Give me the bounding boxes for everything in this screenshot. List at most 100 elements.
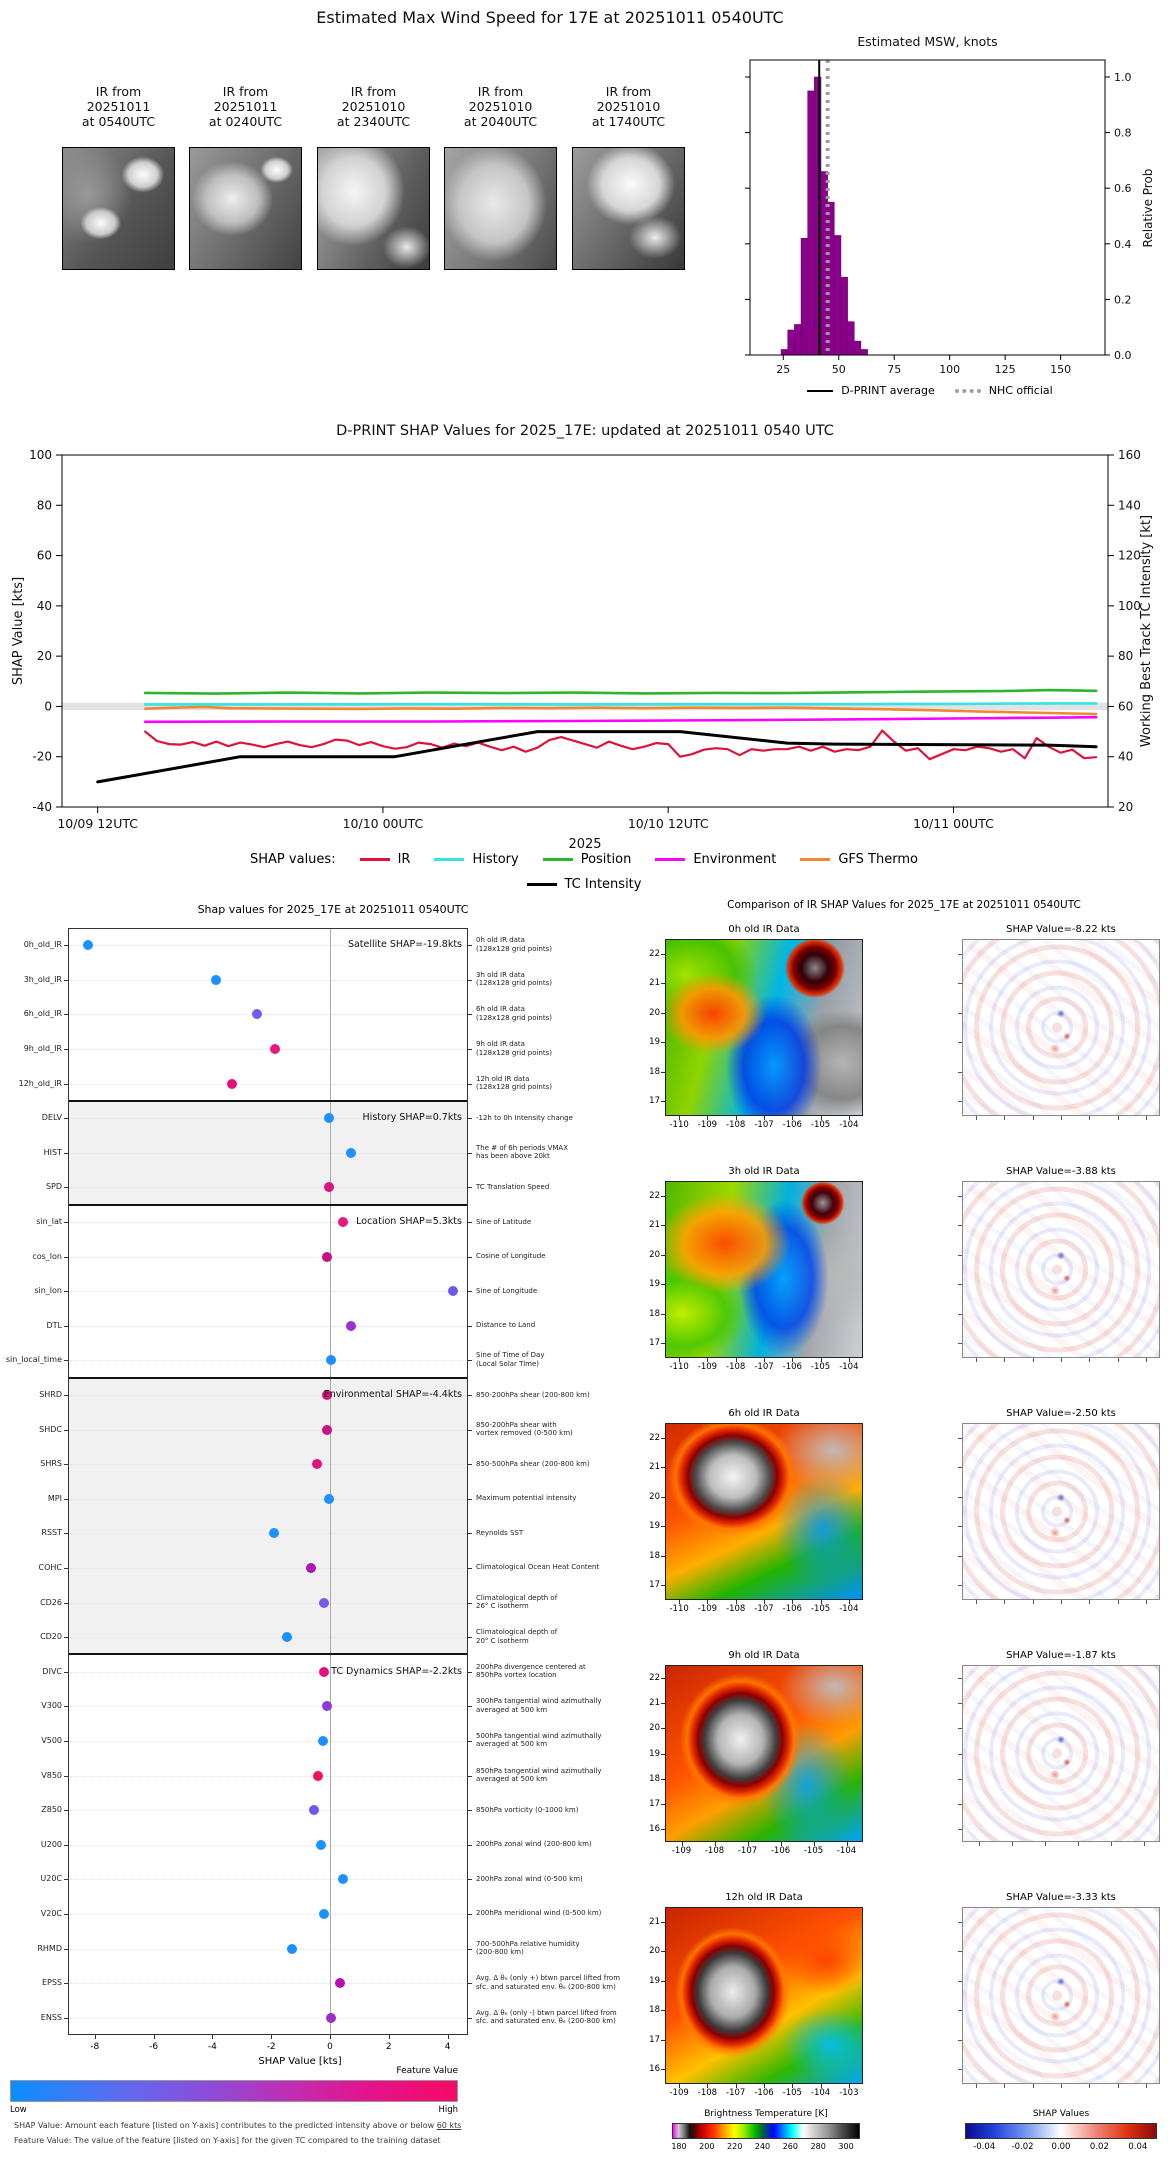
left-tick-label: 40 <box>37 599 52 613</box>
shap-map-tick <box>958 1042 962 1044</box>
shap-dot-SHRD <box>322 1390 333 1401</box>
feature-desc-line: The # of 6h periods VMAX <box>476 1143 569 1152</box>
shap-cb-tick-label: 0.00 <box>1051 2142 1071 2152</box>
lon-tick-label: -110 <box>669 1120 689 1130</box>
series-tc-intensity <box>96 730 1098 784</box>
shap-value-map-3 <box>962 1665 1160 1842</box>
x-tick <box>330 2035 331 2039</box>
shap-map-lon-tick <box>1110 1842 1112 1846</box>
shap-map-lon-tick <box>1044 1842 1046 1846</box>
lon-tick-label: -107 <box>726 2088 746 2098</box>
feature-value-high-label: High <box>438 2105 458 2115</box>
lon-tick-label: -105 <box>810 1120 831 1130</box>
shap-map-tick <box>958 2039 962 2041</box>
shap-map-lon-tick <box>1011 1842 1013 1846</box>
shap-map-lon-tick <box>978 1842 980 1846</box>
lat-tick-label: 20 <box>649 1946 660 1957</box>
lon-tick <box>848 2084 850 2088</box>
ir-thumb-label-line: 20251011 <box>86 99 151 114</box>
lat-tick <box>661 1951 665 1953</box>
shap-map-lon-tick <box>1117 1600 1119 1604</box>
right-tick <box>468 1256 472 1258</box>
right-tick <box>468 1602 472 1604</box>
left-tick <box>64 1948 68 1950</box>
right-tick <box>468 1429 472 1431</box>
shap-value-map-2 <box>962 1423 1160 1600</box>
feature-desc-line: 0h old IR data <box>476 936 525 945</box>
lat-tick <box>661 1254 665 1256</box>
shap-dot-12h_old_IR <box>227 1078 238 1089</box>
feature-label-6h_old_IR: 6h_old_IR <box>23 1009 62 1019</box>
ir-thumb-label-line: at 0240UTC <box>208 114 283 129</box>
legend-prefix: SHAP values: <box>250 852 336 867</box>
lon-tick <box>792 1358 794 1362</box>
ir-thumbnail-image <box>189 147 302 270</box>
y-tick-label: 0.2 <box>1114 293 1132 306</box>
x-tick-label: 75 <box>887 363 901 376</box>
right-tick <box>468 1671 472 1673</box>
ir-thumb-label: IR from 20251011 at 0540UTC <box>62 84 175 129</box>
lon-tick <box>679 1358 681 1362</box>
shap-dot-DIVC <box>319 1666 330 1677</box>
lon-tick-label: -109 <box>697 1604 718 1614</box>
x-tick-label: 0 <box>327 2042 333 2052</box>
feature-desc-line: Distance to Land <box>476 1321 536 1330</box>
lon-tick-label: -107 <box>754 1604 774 1614</box>
left-tick <box>64 1325 68 1327</box>
lon-tick <box>707 2084 709 2088</box>
lat-tick <box>661 1467 665 1469</box>
left-tick <box>64 1913 68 1915</box>
lon-tick-label: -109 <box>671 1846 692 1856</box>
left-tick <box>64 1740 68 1742</box>
x-tick <box>212 2035 214 2039</box>
lat-tick-label: 20 <box>649 1491 660 1502</box>
shap-map-lon-tick <box>1089 1116 1091 1120</box>
shap-map-lon-tick <box>976 1600 978 1604</box>
feature-desc-line: 850hPa tangential wind azimuthally <box>476 1766 602 1775</box>
right-tick <box>468 945 472 947</box>
figure-title: Estimated Max Wind Speed for 17E at 2025… <box>316 8 784 27</box>
left-tick <box>64 1291 68 1293</box>
shap-map-tick <box>958 1225 962 1227</box>
section-divider <box>68 1376 468 1379</box>
shap-map-tick <box>958 1555 962 1557</box>
row-gridline <box>70 1464 466 1466</box>
right-tick <box>468 1637 472 1639</box>
shap-dot-V850 <box>313 1770 324 1781</box>
row-gridline <box>70 1360 466 1362</box>
feature-label-HIST: HIST <box>43 1147 62 1157</box>
feature-desc-line: Sine of Time of Day <box>476 1351 545 1360</box>
lat-tick <box>661 1101 665 1103</box>
lat-tick-label: 22 <box>649 1672 660 1683</box>
shap-cb-tick-label: -0.04 <box>973 2142 996 2152</box>
left-tick-label: 80 <box>37 498 52 512</box>
feature-desc-line: Sine of Longitude <box>476 1286 538 1295</box>
lon-tick-label: -108 <box>726 1120 746 1130</box>
timeseries-title: D-PRINT SHAP Values for 2025_17E: update… <box>336 423 834 439</box>
lon-tick-label: -107 <box>754 1362 774 1372</box>
shap-map-tick <box>958 1585 962 1587</box>
feature-desc-U20C: 200hPa zonal wind (0-500 km) <box>476 1875 642 1884</box>
feature-desc-V20C: 200hPa meridional wind (0-500 km) <box>476 1909 642 1918</box>
feature-label-V20C: V20C <box>40 1908 62 1918</box>
shap-cb-tick-label: 0.02 <box>1089 2142 1109 2152</box>
left-tick <box>64 1256 68 1258</box>
ir-data-map-1 <box>665 1181 863 1358</box>
lon-tick-label: -103 <box>839 2088 859 2098</box>
ir-thumbnail-image <box>572 147 685 270</box>
ir-thumb-label-line: IR from <box>222 84 269 99</box>
feature-desc-MPI: Maximum potential intensity <box>476 1494 642 1503</box>
shap-dot-SHRS <box>311 1459 322 1470</box>
shap-timeseries-plot: D-PRINT SHAP Values for 2025_17E: update… <box>11 423 1154 852</box>
x-tick-label: 100 <box>939 363 960 376</box>
lat-tick <box>661 1496 665 1498</box>
shap-map-tick <box>958 2010 962 2012</box>
feature-desc-line: (128x128 grid points) <box>476 1013 552 1022</box>
lon-tick <box>707 1358 709 1362</box>
feature-desc-V850: 850hPa tangential wind azimuthally averag… <box>476 1767 642 1784</box>
shap-dot-RSST <box>269 1528 280 1539</box>
ir-data-title-4: 12h old IR Data <box>725 1892 803 1903</box>
feature-desc-line: (200-800 km) <box>476 1948 524 1957</box>
shap-cb-tick-label: 0.04 <box>1128 2142 1148 2152</box>
shap-map-lon-tick <box>1032 1358 1034 1362</box>
